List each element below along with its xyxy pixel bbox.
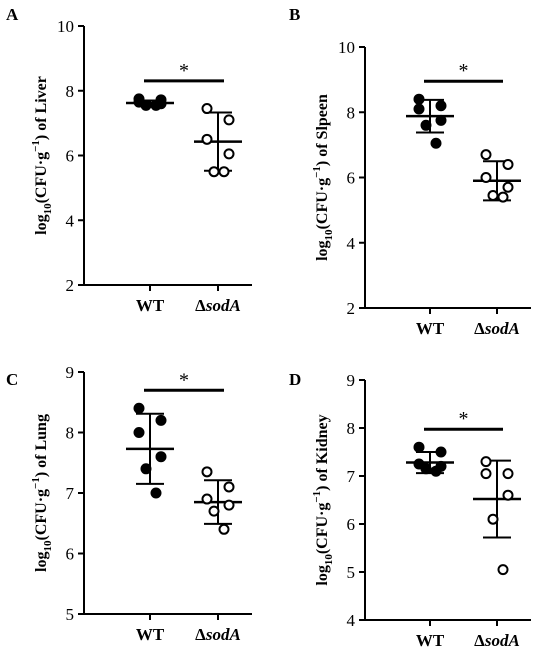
series-sodA — [194, 466, 242, 535]
y-tick-label: 6 — [66, 147, 75, 166]
data-point — [133, 427, 145, 438]
data-point — [487, 189, 499, 201]
category-label: ΔsodA — [474, 631, 520, 650]
category-label: ΔsodA — [195, 625, 241, 644]
data-point — [218, 523, 230, 535]
panel-d: D 4 5 6 7 8 9 WT ΔsodA log10(CFU·g−1) of Kidney * — [289, 370, 531, 650]
data-point — [413, 441, 425, 453]
data-point — [480, 172, 492, 183]
data-point — [430, 465, 442, 477]
data-point — [435, 114, 447, 126]
data-point — [430, 137, 442, 149]
category-label: ΔsodA — [195, 296, 241, 315]
series-wt — [126, 402, 174, 499]
series-wt — [406, 93, 454, 149]
significance-star: * — [179, 60, 189, 82]
data-point — [480, 149, 492, 161]
series-sodA — [473, 456, 521, 576]
data-point — [480, 456, 492, 468]
data-point — [413, 103, 425, 115]
y-tick-label: 7 — [347, 467, 356, 486]
data-point — [420, 463, 432, 475]
data-point — [133, 402, 145, 414]
y-tick-label: 4 — [347, 611, 356, 630]
category-label: WT — [136, 296, 165, 315]
data-point — [435, 100, 447, 112]
y-axis-label: log10(CFU·g−1) of Slpeen — [311, 94, 335, 261]
data-point — [223, 114, 235, 126]
y-tick-label: 8 — [347, 103, 356, 122]
y-tick-label: 7 — [66, 484, 75, 503]
data-point — [502, 468, 514, 480]
data-point — [497, 564, 509, 576]
y-tick-label: 2 — [66, 276, 75, 295]
data-point — [223, 148, 235, 160]
y-tick-label: 5 — [66, 605, 75, 624]
data-point — [208, 505, 220, 517]
data-point — [502, 489, 514, 501]
y-tick-label: 8 — [347, 419, 356, 438]
panel-letter: A — [6, 5, 19, 24]
y-axis-label: log10(CFU·g−1) of Kidney — [311, 414, 335, 585]
data-point — [201, 466, 213, 478]
data-point — [218, 166, 230, 178]
series-wt — [126, 93, 174, 111]
series-sodA — [194, 103, 242, 178]
data-point — [413, 93, 425, 105]
y-tick-label: 8 — [66, 82, 75, 101]
data-point — [480, 468, 492, 480]
data-point — [502, 181, 514, 193]
data-point — [420, 119, 432, 131]
data-point — [223, 499, 235, 511]
panel-letter: C — [6, 370, 18, 389]
data-point — [150, 487, 162, 499]
category-label: WT — [136, 625, 165, 644]
y-tick-label: 10 — [57, 17, 74, 36]
significance-star: * — [459, 408, 469, 430]
y-tick-label: 4 — [347, 234, 356, 253]
data-point — [155, 414, 167, 426]
data-point — [201, 103, 213, 115]
data-point — [140, 463, 152, 475]
data-point — [208, 166, 220, 178]
data-point — [155, 451, 167, 463]
category-label: WT — [416, 631, 445, 650]
y-axis-label: log10(CFU·g−1) of Liver — [30, 76, 54, 235]
significance-star: * — [459, 60, 469, 82]
significance-star: * — [179, 369, 189, 391]
y-tick-label: 10 — [338, 38, 355, 57]
series-wt — [406, 441, 454, 477]
data-point — [150, 99, 162, 111]
y-axis-label: log10(CFU·g−1) of Lung — [30, 414, 54, 572]
data-point — [435, 446, 447, 458]
y-tick-label: 6 — [347, 169, 356, 188]
data-point — [497, 191, 509, 203]
panel-a: A 2 4 6 8 10 WT ΔsodA log10(CFU·g−1) of Liver * — [6, 5, 252, 315]
y-tick-label: 6 — [347, 515, 356, 534]
y-tick-label: 5 — [347, 563, 356, 582]
y-tick-label: 4 — [66, 211, 75, 230]
data-point — [502, 158, 514, 170]
panel-c: C 5 6 7 8 9 WT ΔsodA log10(CFU·g−1) of Lung * — [6, 363, 252, 644]
panel-letter: D — [289, 370, 301, 389]
data-point — [140, 99, 152, 111]
category-label: ΔsodA — [474, 319, 520, 338]
y-tick-label: 9 — [66, 363, 75, 382]
data-point — [223, 481, 235, 493]
data-point — [201, 493, 213, 505]
series-sodA — [473, 149, 521, 203]
y-tick-label: 8 — [66, 424, 75, 443]
y-tick-label: 6 — [66, 545, 75, 564]
category-label: WT — [416, 319, 445, 338]
panel-letter: B — [289, 5, 300, 24]
y-tick-label: 9 — [347, 371, 356, 390]
panel-b: B 2 4 6 8 10 WT ΔsodA log10(CFU·g−1) of Slpeen * — [289, 5, 531, 338]
data-point — [201, 133, 213, 145]
y-tick-label: 2 — [347, 299, 356, 318]
data-point — [487, 513, 499, 525]
